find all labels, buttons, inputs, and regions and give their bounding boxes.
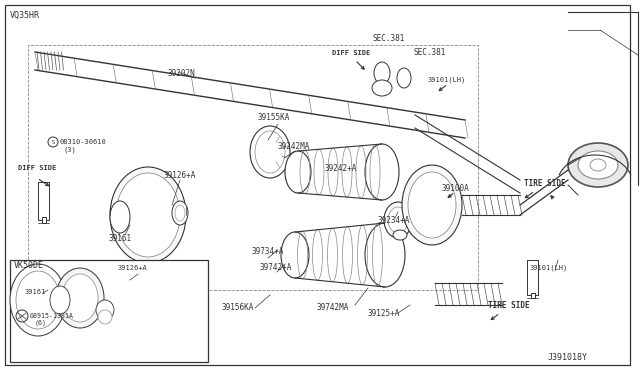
Ellipse shape <box>285 151 311 193</box>
Bar <box>28 45 478 290</box>
Ellipse shape <box>384 202 412 238</box>
Text: DIFF SIDE: DIFF SIDE <box>332 50 371 56</box>
Text: 39155KA: 39155KA <box>258 112 291 122</box>
Ellipse shape <box>374 62 390 84</box>
Bar <box>531 293 535 298</box>
Ellipse shape <box>388 207 408 233</box>
Ellipse shape <box>62 274 98 322</box>
Text: (6): (6) <box>35 320 47 326</box>
Ellipse shape <box>56 268 104 328</box>
Text: 08915-1381A: 08915-1381A <box>30 313 74 319</box>
Ellipse shape <box>578 151 618 179</box>
Ellipse shape <box>110 201 130 233</box>
Ellipse shape <box>393 230 407 240</box>
Ellipse shape <box>402 165 462 245</box>
Ellipse shape <box>172 201 188 225</box>
Ellipse shape <box>372 80 392 96</box>
Ellipse shape <box>16 271 60 329</box>
Ellipse shape <box>175 205 185 221</box>
Ellipse shape <box>590 159 606 171</box>
Ellipse shape <box>568 143 628 187</box>
Text: 39161: 39161 <box>108 234 131 243</box>
Text: TIRE SIDE: TIRE SIDE <box>488 301 530 310</box>
Ellipse shape <box>408 172 456 238</box>
Text: S: S <box>51 140 54 144</box>
Text: 39101(LH): 39101(LH) <box>428 77 467 83</box>
Text: TIRE SIDE: TIRE SIDE <box>524 179 566 187</box>
Text: 08310-30610: 08310-30610 <box>59 139 106 145</box>
Ellipse shape <box>397 68 411 88</box>
Text: 39242+A: 39242+A <box>325 164 357 173</box>
Text: J391018Y: J391018Y <box>548 353 588 362</box>
Text: VQ35HR: VQ35HR <box>10 10 40 19</box>
Ellipse shape <box>10 264 66 336</box>
Text: 39126+A: 39126+A <box>118 265 148 271</box>
Text: SEC.381: SEC.381 <box>414 48 446 57</box>
Ellipse shape <box>365 144 399 200</box>
Text: VK50DE: VK50DE <box>14 262 44 270</box>
Text: 39101(LH): 39101(LH) <box>530 265 568 271</box>
Bar <box>38 182 49 220</box>
Ellipse shape <box>281 232 309 278</box>
Bar <box>42 217 46 223</box>
Ellipse shape <box>50 286 70 314</box>
Ellipse shape <box>110 167 186 263</box>
Ellipse shape <box>116 173 180 257</box>
Text: SEC.381: SEC.381 <box>373 33 405 42</box>
Text: 39242MA: 39242MA <box>278 141 310 151</box>
Text: 39126+A: 39126+A <box>163 170 195 180</box>
Text: 39234+A: 39234+A <box>378 215 410 224</box>
Text: 39100A: 39100A <box>442 183 470 192</box>
Ellipse shape <box>365 223 405 287</box>
Ellipse shape <box>250 126 290 178</box>
Text: 39156KA: 39156KA <box>222 304 254 312</box>
Text: 39734+A: 39734+A <box>252 247 284 257</box>
Ellipse shape <box>255 131 285 173</box>
Text: DIFF SIDE: DIFF SIDE <box>18 165 56 171</box>
Ellipse shape <box>96 300 114 320</box>
Text: 39742MA: 39742MA <box>317 302 349 311</box>
Bar <box>10 260 208 362</box>
Text: (3): (3) <box>63 147 76 153</box>
Text: 39742+A: 39742+A <box>260 263 292 272</box>
Text: 39161: 39161 <box>25 289 46 295</box>
Text: 39125+A: 39125+A <box>368 308 401 317</box>
Text: 39202N: 39202N <box>168 68 196 77</box>
Ellipse shape <box>98 310 112 324</box>
Bar <box>527 260 538 295</box>
